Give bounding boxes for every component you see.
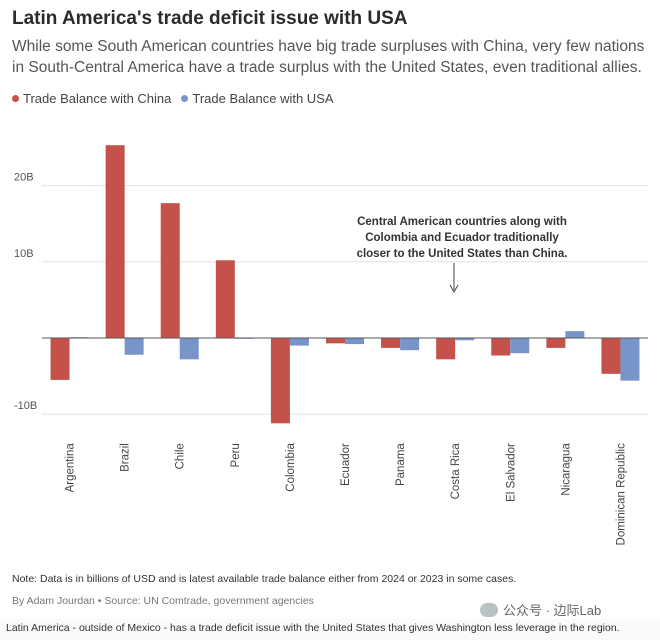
annotation-text: Colombia and Ecuador traditionally bbox=[365, 232, 559, 244]
y-tick-label: 10B bbox=[14, 248, 34, 260]
bar-usa bbox=[510, 338, 530, 354]
bar-usa bbox=[124, 338, 144, 355]
bar-china bbox=[326, 338, 345, 344]
bar-china bbox=[381, 338, 401, 348]
x-tick-label: Peru bbox=[230, 443, 242, 467]
legend-item-china: Trade Balance with China bbox=[12, 91, 171, 106]
bar-usa bbox=[400, 338, 420, 351]
bar-usa bbox=[179, 338, 199, 360]
caption: Latin America - outside of Mexico - has … bbox=[0, 619, 660, 640]
watermark: 公众号 · 边际Lab bbox=[480, 600, 601, 619]
bar-china bbox=[160, 203, 180, 338]
bar-usa bbox=[620, 338, 640, 381]
bar-china bbox=[215, 260, 235, 338]
wechat-icon bbox=[480, 602, 498, 617]
annotation-text: closer to the United States than China. bbox=[357, 248, 568, 260]
bar-china bbox=[50, 338, 70, 380]
x-tick-label: Costa Rica bbox=[450, 443, 462, 500]
bar-usa bbox=[565, 331, 585, 338]
x-tick-label: Brazil bbox=[120, 443, 132, 472]
bar-china bbox=[436, 338, 456, 360]
footnote: Note: Data is in billions of USD and is … bbox=[12, 573, 517, 585]
legend-swatch-usa bbox=[181, 95, 189, 102]
bar-china bbox=[270, 338, 290, 424]
legend-swatch-china bbox=[12, 95, 19, 102]
bar-china bbox=[546, 338, 566, 348]
bar-usa bbox=[345, 338, 364, 345]
bar-china bbox=[491, 338, 511, 356]
y-tick-label: -10B bbox=[14, 400, 37, 412]
x-tick-label: Ecuador bbox=[340, 443, 352, 486]
chart-subtitle: While some South American countries have… bbox=[12, 38, 645, 76]
x-tick-label: Nicaragua bbox=[560, 443, 572, 496]
x-tick-label: Panama bbox=[395, 443, 407, 486]
bar-chart: 20B 10B -10B Argentina Brazil Chile Peru Colomb… bbox=[14, 145, 648, 546]
y-tick-label: 20B bbox=[14, 172, 34, 184]
legend-label-china: Trade Balance with China bbox=[23, 91, 172, 106]
x-tick-label: Argentina bbox=[65, 443, 77, 493]
x-tick-label: El Salvador bbox=[505, 443, 517, 502]
annotation-arrow-head bbox=[449, 284, 459, 294]
chart-title: Latin America's trade deficit issue with… bbox=[12, 8, 408, 29]
legend: Trade Balance with China Trade Balance w… bbox=[12, 91, 334, 106]
bar-usa bbox=[455, 338, 475, 341]
watermark-text: 公众号 · 边际Lab bbox=[503, 603, 602, 618]
x-tick-label: Chile bbox=[175, 443, 187, 469]
byline: By Adam Jourdan • Source: UN Comtrade, g… bbox=[12, 595, 314, 607]
bar-china bbox=[601, 338, 621, 374]
bar-china bbox=[105, 145, 125, 338]
legend-label-usa: Trade Balance with USA bbox=[192, 91, 334, 106]
annotation-text: Central American countries along with bbox=[357, 216, 567, 228]
bar-usa bbox=[289, 338, 309, 346]
x-tick-label: Dominican Republic bbox=[615, 443, 627, 546]
x-tick-label: Colombia bbox=[285, 443, 297, 492]
legend-item-usa: Trade Balance with USA bbox=[181, 91, 334, 106]
